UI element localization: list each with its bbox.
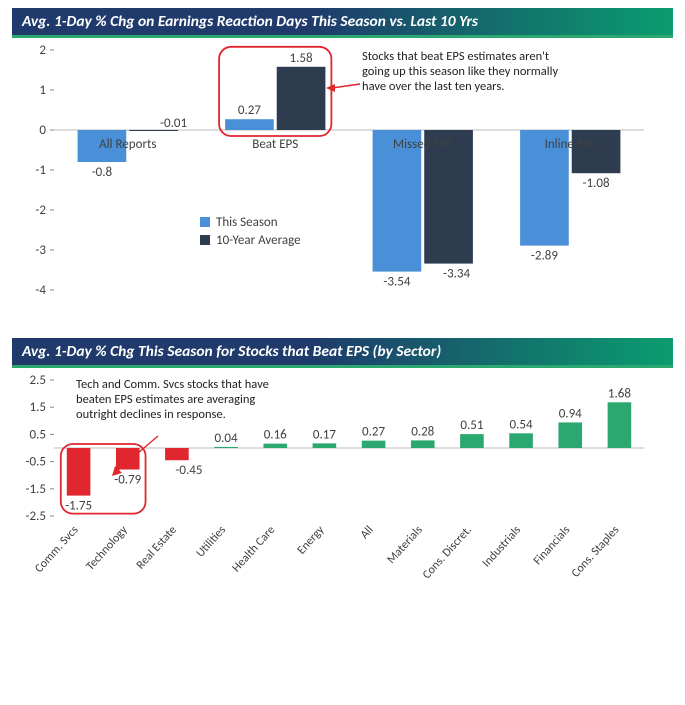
annotation-text: Stocks that beat EPS estimates aren't [362,49,549,64]
svg-text:2: 2 [39,43,46,58]
annotation-text: Tech and Comm. Svcs stocks that have [76,377,269,392]
bar [165,448,189,460]
chart2-svg: -2.5 -1.5 -0.5 0.5 1.5 2.5 -1.75 Comm. Svcs -0.7… [12,368,652,608]
category-label: All [358,523,377,542]
bar [277,67,326,130]
category-label: Missed EPS [393,137,453,152]
annotation-text: have over the last ten years. [362,79,504,94]
category-label: All Reports [99,137,156,152]
category-label: Inline EPS [545,137,596,152]
bar [116,448,140,469]
category-label: Comm. Svcs [32,523,81,576]
bar [558,422,582,448]
value-label: 0.16 [264,428,287,443]
value-label: 0.54 [510,417,533,432]
svg-text:0.5: 0.5 [30,427,46,442]
value-label: 0.94 [559,406,582,421]
svg-text:-2: -2 [35,203,46,218]
svg-text:2.5: 2.5 [30,373,46,388]
bar [67,448,91,496]
value-label: 1.68 [608,386,631,401]
annotation-text: beaten EPS estimates are averaging [76,392,255,407]
value-label: -3.54 [383,275,410,290]
value-label: 0.28 [411,424,434,439]
chart2-area: -2.5 -1.5 -0.5 0.5 1.5 2.5 -1.75 Comm. Svcs -0.7… [12,368,673,608]
bar [411,440,435,448]
annotation-text: going up this season like they normally [362,64,558,79]
value-label: -1.08 [583,176,610,191]
legend-swatch [200,235,210,245]
value-label: 0.04 [215,431,238,446]
chart2-panel: Avg. 1-Day % Chg This Season for Stocks … [12,338,673,608]
svg-text:-4: -4 [35,283,46,298]
svg-text:-0.5: -0.5 [26,455,46,470]
value-label: 0.51 [460,418,483,433]
bar [509,433,533,448]
category-label: Real Estate [134,523,180,572]
value-label: -0.79 [114,472,141,487]
value-label: 0.17 [313,427,336,442]
category-label: Energy [295,523,328,557]
bar [214,447,238,448]
svg-text:-3: -3 [35,243,46,258]
chart1-area: -4 -3 -2 -1 0 1 2 All Reports Beat EPS Missed EPS… [12,38,673,318]
chart2-title: Avg. 1-Day % Chg This Season for Stocks … [12,338,673,368]
bar [362,441,386,448]
svg-text:-1.5: -1.5 [26,482,46,497]
value-label: -0.45 [175,463,202,478]
legend-label: This Season [216,215,278,230]
bar [313,443,337,448]
svg-text:-1: -1 [35,163,46,178]
chart1-title: Avg. 1-Day % Chg on Earnings Reaction Da… [12,8,673,38]
chart1-panel: Avg. 1-Day % Chg on Earnings Reaction Da… [12,8,673,318]
svg-text:0: 0 [39,123,46,138]
value-label: -2.89 [531,249,558,264]
category-label: Industrials [480,523,524,570]
annotation-text: outright declines in response. [76,407,226,422]
value-label: 0.27 [238,103,261,118]
svg-text:1: 1 [39,83,46,98]
value-label: -3.34 [443,267,470,282]
chart1-svg: -4 -3 -2 -1 0 1 2 All Reports Beat EPS Missed EPS… [12,38,652,318]
category-label: Technology [84,523,132,574]
category-label: Utilities [194,523,230,560]
svg-text:-2.5: -2.5 [26,509,46,524]
bar [263,444,287,448]
legend-label: 10-Year Average [216,233,301,248]
value-label: 0.27 [362,425,385,440]
category-label: Cons. Staples [569,523,623,580]
category-label: Cons. Discret. [420,523,475,582]
category-label: Health Care [230,523,279,575]
category-label: Beat EPS [252,137,298,152]
value-label: -0.01 [160,116,187,131]
legend-swatch [200,217,210,227]
value-label: 1.58 [290,51,313,66]
value-label: -0.8 [92,165,113,180]
arrow-head [326,84,335,92]
category-label: Materials [385,523,426,567]
bar [608,402,632,448]
value-label: -1.75 [65,499,92,514]
arrow [332,84,360,88]
bar [225,119,274,130]
bar [460,434,484,448]
svg-text:1.5: 1.5 [30,400,46,415]
category-label: Financials [531,523,573,568]
